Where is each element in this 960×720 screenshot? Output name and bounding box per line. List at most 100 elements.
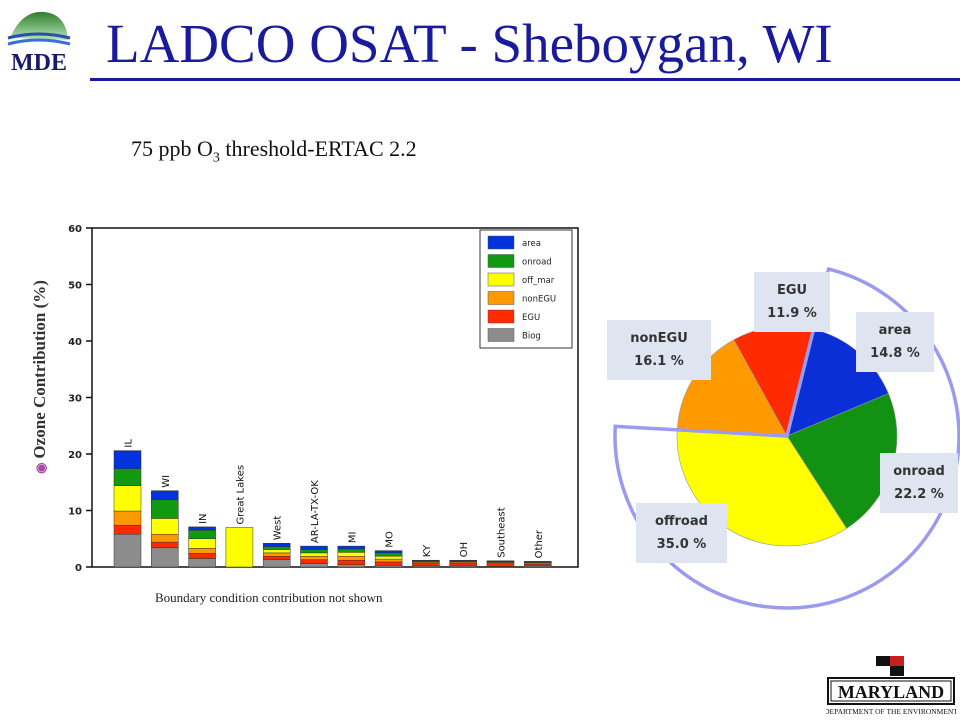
y-tick-label: 20 — [68, 450, 82, 461]
bar-category-label: WI — [161, 475, 172, 488]
bar-segment — [262, 543, 291, 547]
bar-segment — [188, 538, 216, 549]
y-tick-label: 30 — [68, 394, 82, 405]
bar-category-label: IN — [198, 513, 209, 523]
pie-label-onroad: onroad 22.2 % — [880, 453, 958, 513]
bar-category-label: MI — [347, 532, 358, 544]
legend-label: Biog — [522, 332, 541, 342]
bar-segment — [449, 562, 477, 567]
legend-label: onroad — [522, 258, 552, 268]
legend-swatch — [487, 235, 515, 250]
bar-segment — [113, 468, 142, 486]
bar-category-label: West — [273, 516, 284, 541]
bar-segment — [188, 558, 216, 568]
bar-category-label: Southeast — [497, 507, 508, 558]
pie-label-area-name: area — [878, 323, 912, 338]
bar-segment — [449, 559, 477, 562]
bar-segment — [524, 563, 552, 567]
bar-segment — [300, 556, 328, 560]
y-tick-label: 60 — [68, 224, 82, 235]
pie-label-offroad-name: offroad — [655, 514, 708, 529]
bar-segment — [524, 561, 552, 563]
pie-label-area-value: 14.8 % — [870, 346, 920, 361]
bar-segment — [188, 548, 216, 554]
legend-label: area — [522, 239, 541, 249]
pie-label-onroad-name: onroad — [893, 464, 945, 479]
bar-segment — [337, 559, 366, 565]
mde-logo-text: MDE — [11, 50, 67, 76]
bar-category-label: OH — [459, 542, 470, 557]
bar-segment — [300, 545, 328, 550]
bar-segment — [113, 510, 142, 526]
bar-category-label: Great Lakes — [235, 465, 246, 525]
bar-segment — [337, 548, 366, 553]
bar-segment — [300, 563, 328, 568]
y-tick-label: 50 — [68, 281, 82, 292]
maryland-logo-subtext: DEPARTMENT OF THE ENVIRONMENT — [826, 707, 956, 716]
bar-segment — [337, 556, 366, 561]
bar-segment — [151, 541, 179, 549]
bar-segment — [262, 556, 291, 560]
bar-segment — [151, 518, 179, 535]
maryland-logo-text: MARYLAND — [838, 682, 944, 702]
maryland-logo: MARYLAND DEPARTMENT OF THE ENVIRONMENT — [826, 656, 956, 716]
stacked-bar-chart: 0 10 20 30 40 50 60 IL WI IN Great Lakes West AR-LA-… — [68, 224, 579, 574]
bar-segment — [337, 564, 366, 568]
bar-segment — [486, 563, 515, 567]
bar-segment — [374, 565, 403, 568]
bar-segment — [113, 450, 142, 469]
bar-segment — [374, 550, 403, 554]
pie-label-nonegu-name: nonEGU — [630, 331, 688, 346]
bar-segment — [262, 559, 291, 568]
pie-label-egu: EGU 11.9 % — [754, 272, 830, 332]
bar-segment — [188, 530, 216, 539]
bar-segment — [300, 559, 328, 564]
bar-segment — [151, 490, 179, 501]
bar-segment — [374, 556, 403, 560]
chart-subtitle: 75 ppb O3 threshold-ERTAC 2.2 — [131, 136, 417, 166]
bar-segment — [374, 552, 403, 557]
pie-label-egu-value: 11.9 % — [767, 306, 817, 321]
bar-segment — [486, 560, 515, 562]
bar-segment — [337, 552, 366, 557]
legend-label: off_mar — [522, 276, 555, 286]
bar-segment — [374, 558, 403, 563]
pie-label-nonegu-value: 16.1 % — [634, 354, 684, 369]
legend-swatch — [487, 291, 515, 305]
y-tick-label: 10 — [68, 507, 82, 518]
bar-segment — [113, 485, 142, 512]
bar-segment — [262, 546, 291, 550]
pie-label-area: area 14.8 % — [856, 312, 934, 372]
bar-segment — [412, 562, 440, 567]
bar-segment — [412, 559, 440, 562]
subtitle-text-2: threshold-ERTAC 2.2 — [219, 136, 417, 161]
slide-title: LADCO OSAT - Sheboygan, WI — [106, 13, 833, 74]
legend-label: nonEGU — [522, 295, 556, 305]
title-divider — [90, 78, 960, 81]
mde-logo: MDE — [7, 11, 71, 76]
bar-segment — [262, 552, 291, 557]
bar-category-label: KY — [422, 544, 433, 557]
bar-category-label: Other — [534, 529, 545, 558]
legend-swatch — [487, 272, 515, 287]
bar-category-label: IL — [124, 439, 135, 448]
bar-segment — [337, 545, 366, 550]
bar-segment — [300, 552, 328, 557]
pie-label-nonegu: nonEGU 16.1 % — [607, 320, 711, 380]
pie-label-egu-name: EGU — [776, 283, 808, 298]
pie-label-offroad: offroad 35.0 % — [636, 503, 727, 563]
footnote: Boundary condition contribution not show… — [155, 590, 383, 605]
bar-segment — [262, 549, 291, 554]
legend-swatch — [487, 328, 515, 342]
legend-swatch — [487, 309, 515, 324]
pie-label-onroad-value: 22.2 % — [894, 487, 944, 502]
bar-segment — [113, 533, 142, 568]
legend-label: EGU — [522, 313, 540, 323]
bar-segment — [300, 549, 328, 554]
bar-category-label: AR-LA-TX-OK — [310, 480, 321, 543]
bar-segment — [188, 526, 216, 531]
bar-category-label: MO — [385, 531, 396, 548]
bar-segment — [374, 561, 403, 566]
bar-segment — [113, 524, 142, 535]
pie-label-offroad-value: 35.0 % — [656, 537, 707, 552]
